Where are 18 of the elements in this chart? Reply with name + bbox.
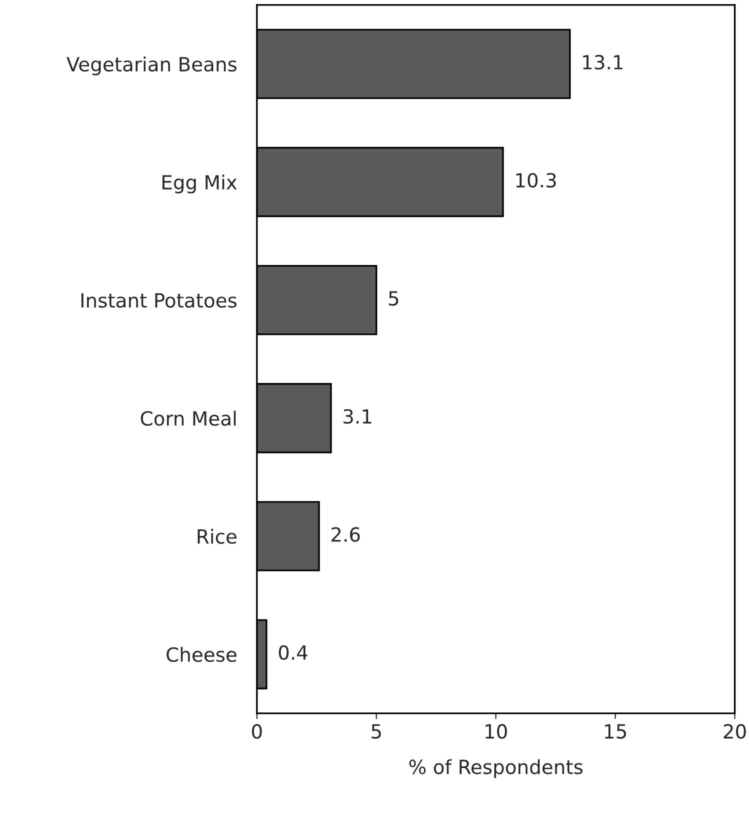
data-label: 13.1: [583, 54, 623, 70]
y-tick-label: Egg Mix: [162, 174, 237, 194]
x-tick-label: 20: [724, 724, 746, 739]
data-label: 3.1: [344, 409, 372, 424]
y-tick-label: Instant Potatoes: [81, 293, 237, 308]
x-tick-label: 10: [486, 724, 507, 739]
data-label: 5: [388, 291, 398, 306]
data-label: 10.3: [516, 172, 556, 188]
y-tick-label: Vegetarian Beans: [66, 56, 237, 76]
x-tick-label: 15: [605, 724, 626, 739]
data-label: 2.6: [332, 527, 360, 542]
x-axis-title: % of Respondents: [409, 759, 583, 778]
x-tick-label: 5: [372, 724, 381, 739]
y-tick-label: Corn Meal: [140, 410, 236, 426]
x-tick-label: 0: [252, 724, 262, 739]
data-label: 0.4: [278, 645, 308, 660]
y-tick-label: Rice: [198, 528, 236, 544]
y-tick-label: Cheese: [166, 646, 236, 662]
